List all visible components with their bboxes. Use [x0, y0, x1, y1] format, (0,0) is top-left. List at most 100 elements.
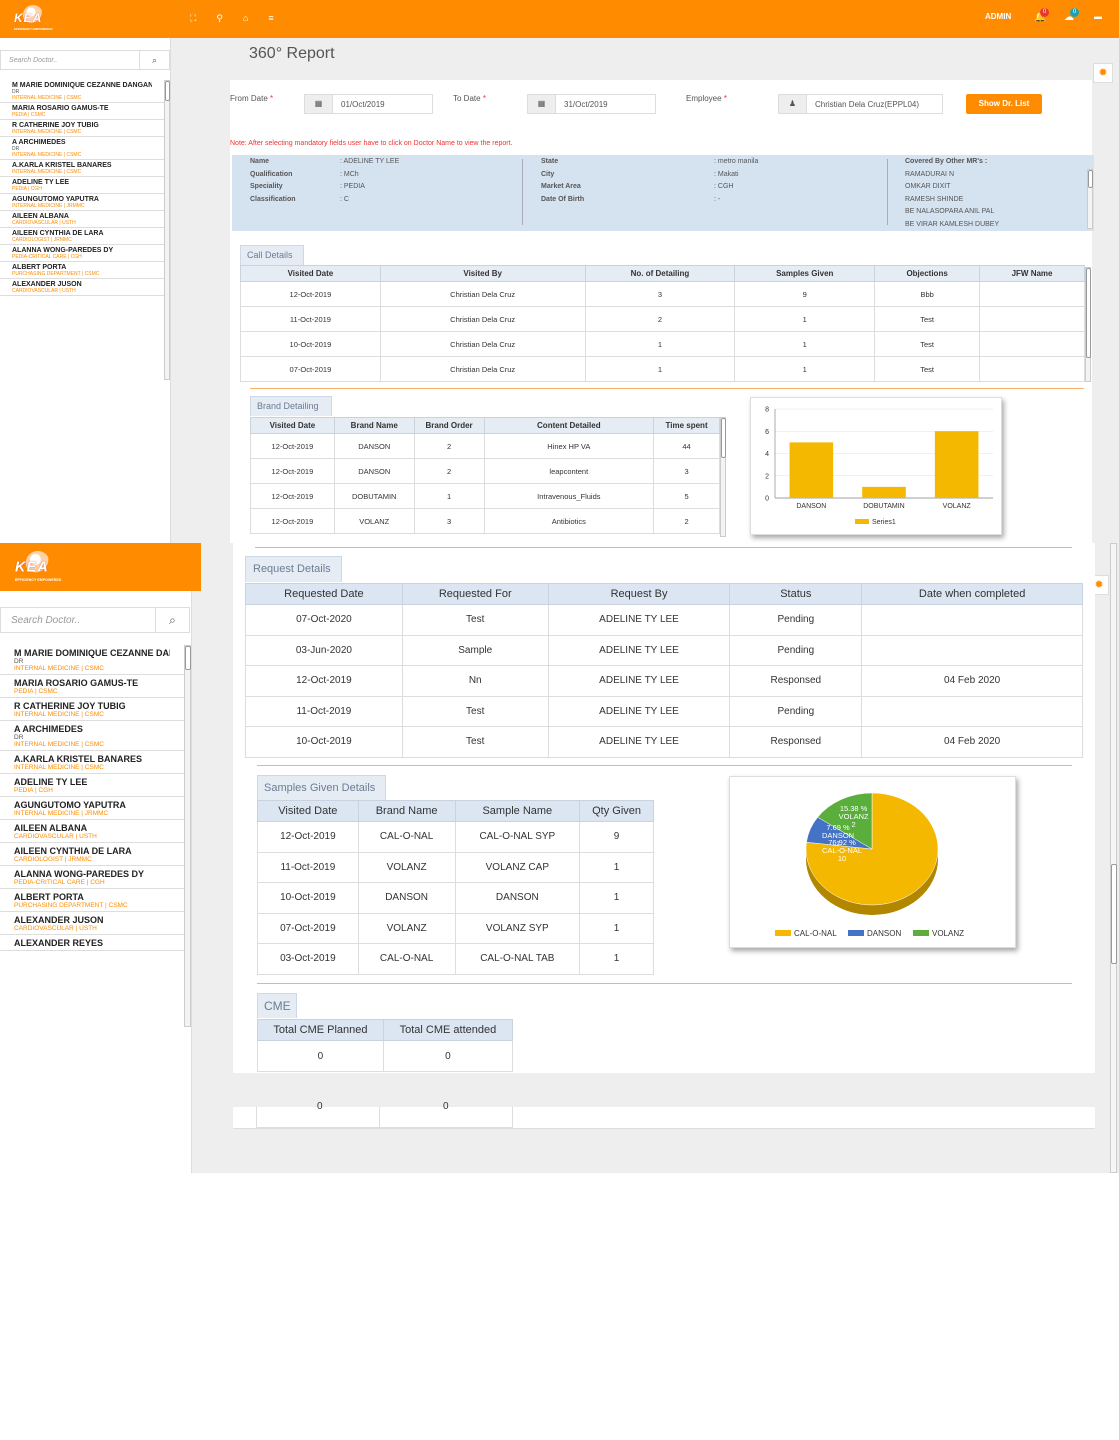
- column-header[interactable]: Brand Name: [333, 417, 415, 434]
- brand-table-scrollbar[interactable]: [720, 417, 726, 537]
- page-scrollbar[interactable]: [1110, 543, 1117, 1173]
- column-header[interactable]: Visited Date: [257, 800, 359, 822]
- sidebar-doctor-item[interactable]: ALEXANDER JUSON CARDIOVASCULAR | USTH: [0, 912, 184, 935]
- column-header[interactable]: Objections: [874, 265, 981, 282]
- bar[interactable]: [789, 442, 834, 498]
- table-cell: 1: [579, 943, 654, 975]
- sidebar-doctor-item[interactable]: R CATHERINE JOY TUBIG INTERNAL MEDICINE |…: [0, 120, 164, 137]
- search-doctor-input[interactable]: Search Doctor..: [11, 615, 81, 626]
- column-header[interactable]: Total CME attended: [382, 1019, 514, 1041]
- column-header[interactable]: Visited Date: [240, 265, 381, 282]
- users-icon[interactable]: ☁ 0: [1064, 8, 1079, 23]
- doctor-name: A ARCHIMEDES: [14, 724, 83, 734]
- pie-slice[interactable]: [805, 792, 939, 906]
- column-header[interactable]: Sample Name: [454, 800, 581, 822]
- gear-icon[interactable]: ✹: [1093, 63, 1113, 83]
- sidebar-doctor-item[interactable]: AILEEN CYNTHIA DE LARA CARDIOLOGIST | JRM…: [0, 843, 184, 866]
- column-header[interactable]: Time spent: [653, 417, 720, 434]
- from-date-field[interactable]: ▦ 01/Oct/2019: [304, 94, 433, 114]
- column-header[interactable]: JFW Name: [979, 265, 1085, 282]
- sidebar-doctor-item[interactable]: A ARCHIMEDES DR INTERNAL MEDICINE | CSMC: [0, 137, 164, 160]
- column-header[interactable]: Brand Order: [413, 417, 485, 434]
- sidebar-doctor-item[interactable]: ALANNA WONG-PAREDES DY PEDIA-CRITICAL CAR…: [0, 245, 164, 262]
- legend-swatch: [855, 519, 869, 524]
- column-header[interactable]: Requested For: [401, 583, 549, 605]
- report-screenshot-bottom: KEA EFFICIENCY EMPOWERED Search Doctor..…: [0, 543, 1119, 1173]
- sidebar-doctor-item[interactable]: M MARIE DOMINIQUE CEZANNE DANGANANDRINTE…: [0, 645, 184, 675]
- column-header[interactable]: Requested Date: [245, 583, 403, 605]
- table-cell: Pending: [729, 604, 863, 636]
- column-header[interactable]: Content Detailed: [483, 417, 655, 434]
- sidebar-scrollbar[interactable]: [184, 645, 191, 1027]
- pie-percent-label: 76.92 %: [828, 838, 856, 847]
- column-header[interactable]: Visited Date: [250, 417, 335, 434]
- tab-samples-given[interactable]: Samples Given Details: [257, 775, 386, 800]
- call-table-scrollbar[interactable]: [1085, 267, 1091, 382]
- column-header[interactable]: Qty Given: [579, 800, 654, 822]
- table-cell: 11-Oct-2019: [257, 851, 359, 883]
- table-cell: 07-Oct-2019: [257, 912, 359, 944]
- tab-cme[interactable]: CME: [257, 993, 297, 1018]
- sidebar-doctor-item[interactable]: ALBERT PORTA PURCHASING DEPARTMENT | CSMC: [0, 889, 184, 912]
- sidebar-doctor-item[interactable]: ADELINE TY LEE PEDIA | CGH: [0, 774, 184, 797]
- kea-logo[interactable]: KEA EFFICIENCY EMPOWERED: [14, 5, 54, 33]
- search-doctor-input[interactable]: Search Doctor..: [9, 57, 58, 64]
- sidebar-doctor-item[interactable]: AGUNGUTOMO YAPUTRA INTERNAL MEDICINE | JR…: [0, 797, 184, 820]
- column-header[interactable]: Request By: [547, 583, 731, 605]
- bell-icon[interactable]: 🔔 0: [1034, 8, 1049, 23]
- bar[interactable]: [862, 486, 906, 498]
- column-header[interactable]: Total CME Planned: [257, 1019, 384, 1041]
- sidebar-doctor-item[interactable]: ADELINE TY LEE PEDIA | CGH: [0, 177, 164, 194]
- column-header[interactable]: Visited By: [379, 265, 586, 282]
- to-date-field[interactable]: ▦ 31/Oct/2019: [527, 94, 656, 114]
- info-scrollbar[interactable]: [1087, 169, 1093, 229]
- sidebar-scrollbar[interactable]: [164, 80, 170, 380]
- table-cell: 12-Oct-2019: [245, 665, 403, 697]
- tab-call-details[interactable]: Call Details: [240, 245, 304, 265]
- search-icon[interactable]: ⌕: [139, 51, 169, 69]
- sidebar-doctor-item[interactable]: MARIA ROSARIO GAMUS-TE PEDIA | CSMC: [0, 103, 164, 120]
- doctor-specialty: CARDIOVASCULAR | USTH: [12, 288, 76, 294]
- table-cell: 3: [653, 458, 720, 484]
- sidebar-doctor-item[interactable]: A.KARLA KRISTEL BANARES INTERNAL MEDICINE…: [0, 160, 164, 177]
- employee-field[interactable]: ♟ Christian Dela Cruz(EPPL04): [778, 94, 943, 114]
- column-header[interactable]: No. of Detailing: [584, 265, 736, 282]
- table-cell: Test: [401, 726, 549, 758]
- chat-icon[interactable]: ▬: [1094, 12, 1102, 21]
- tab-request-details[interactable]: Request Details: [245, 556, 342, 582]
- column-header[interactable]: Samples Given: [734, 265, 876, 282]
- menu-icon[interactable]: ≡: [268, 13, 274, 23]
- sidebar-doctor-item[interactable]: ALEXANDER JUSON CARDIOVASCULAR | USTH: [0, 279, 164, 296]
- sidebar-doctor-item[interactable]: ALANNA WONG-PAREDES DY PEDIA-CRITICAL CAR…: [0, 866, 184, 889]
- fullscreen-icon[interactable]: ⛶: [190, 13, 197, 23]
- kea-logo[interactable]: KEA EFFICIENCY EMPOWERED: [15, 551, 63, 585]
- table-cell: 12-Oct-2019: [250, 458, 335, 484]
- bar[interactable]: [934, 431, 979, 498]
- sidebar-doctor-item[interactable]: AILEEN ALBANA CARDIOVASCULAR | USTH: [0, 211, 164, 228]
- search-icon[interactable]: ⌕: [155, 608, 189, 632]
- show-dr-list-button[interactable]: Show Dr. List: [966, 94, 1042, 114]
- sidebar-doctor-item[interactable]: ALEXANDER REYES: [0, 935, 184, 951]
- sidebar-doctor-item[interactable]: ALBERT PORTA PURCHASING DEPARTMENT | CSMC: [0, 262, 164, 279]
- home-icon[interactable]: ⌂: [242, 13, 249, 23]
- column-header[interactable]: Date when completed: [861, 583, 1083, 605]
- legend-swatch: [775, 930, 791, 936]
- doctor-name: A.KARLA KRISTEL BANARES: [14, 754, 143, 764]
- sidebar-doctor-item[interactable]: AILEEN CYNTHIA DE LARA CARDIOLOGIST | JRM…: [0, 228, 164, 245]
- tab-brand-detailing[interactable]: Brand Detailing: [250, 396, 332, 416]
- column-header[interactable]: Brand Name: [357, 800, 456, 822]
- sidebar-doctor-item[interactable]: AGUNGUTOMO YAPUTRA INTERNAL MEDICINE | JR…: [0, 194, 164, 211]
- sidebar-doctor-item[interactable]: A.KARLA KRISTEL BANARES INTERNAL MEDICINE…: [0, 751, 184, 774]
- sidebar-doctor-item[interactable]: R CATHERINE JOY TUBIG INTERNAL MEDICINE |…: [0, 698, 184, 721]
- doctor-title: DR: [12, 146, 20, 152]
- column-header[interactable]: Status: [729, 583, 863, 605]
- sidebar-doctor-item[interactable]: AILEEN ALBANA CARDIOVASCULAR | USTH: [0, 820, 184, 843]
- logo-emblem: [23, 5, 43, 25]
- admin-user-menu[interactable]: ADMIN: [985, 12, 1012, 21]
- doctor-specialty: PURCHASING DEPARTMENT | CSMC: [14, 902, 128, 909]
- sidebar-doctor-item[interactable]: MARIA ROSARIO GAMUS-TE PEDIA | CSMC: [0, 675, 184, 698]
- search-icon[interactable]: ⚲: [216, 13, 223, 23]
- sidebar-doctor-item[interactable]: A ARCHIMEDES DR INTERNAL MEDICINE | CSMC: [0, 721, 184, 751]
- pie-slice[interactable]: [817, 792, 873, 850]
